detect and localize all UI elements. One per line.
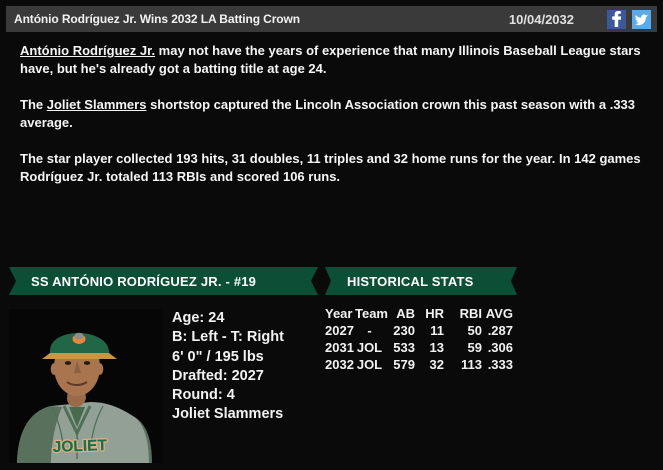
svg-text:JOLIET: JOLIET [52,437,107,456]
